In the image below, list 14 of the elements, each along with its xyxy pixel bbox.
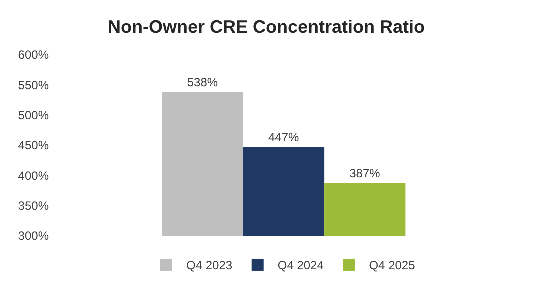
y-tick-label: 600% bbox=[18, 48, 50, 62]
legend-label: Q4 2025 bbox=[369, 258, 416, 273]
data-label: 538% bbox=[187, 75, 218, 90]
chart-title: Non-Owner CRE Concentration Ratio bbox=[108, 16, 426, 37]
legend-label: Q4 2024 bbox=[278, 258, 324, 273]
y-tick-label: 500% bbox=[18, 108, 50, 123]
y-tick-label: 350% bbox=[18, 199, 50, 214]
data-label: 387% bbox=[350, 166, 381, 181]
data-label: 447% bbox=[268, 130, 300, 144]
y-tick-label: 300% bbox=[18, 229, 50, 244]
y-tick-label: 550% bbox=[18, 78, 50, 92]
y-tick-label: 400% bbox=[18, 168, 50, 183]
legend-label: Q4 2023 bbox=[186, 258, 233, 273]
y-tick-label: 450% bbox=[18, 138, 50, 153]
